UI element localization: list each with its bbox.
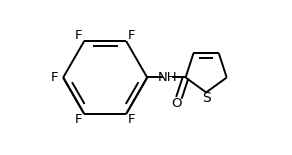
Text: S: S <box>202 91 211 105</box>
Text: F: F <box>128 29 135 42</box>
Text: F: F <box>128 113 135 126</box>
Text: F: F <box>75 113 83 126</box>
Text: F: F <box>75 29 83 42</box>
Text: O: O <box>171 97 181 110</box>
Text: NH: NH <box>158 71 178 84</box>
Text: F: F <box>50 71 58 84</box>
